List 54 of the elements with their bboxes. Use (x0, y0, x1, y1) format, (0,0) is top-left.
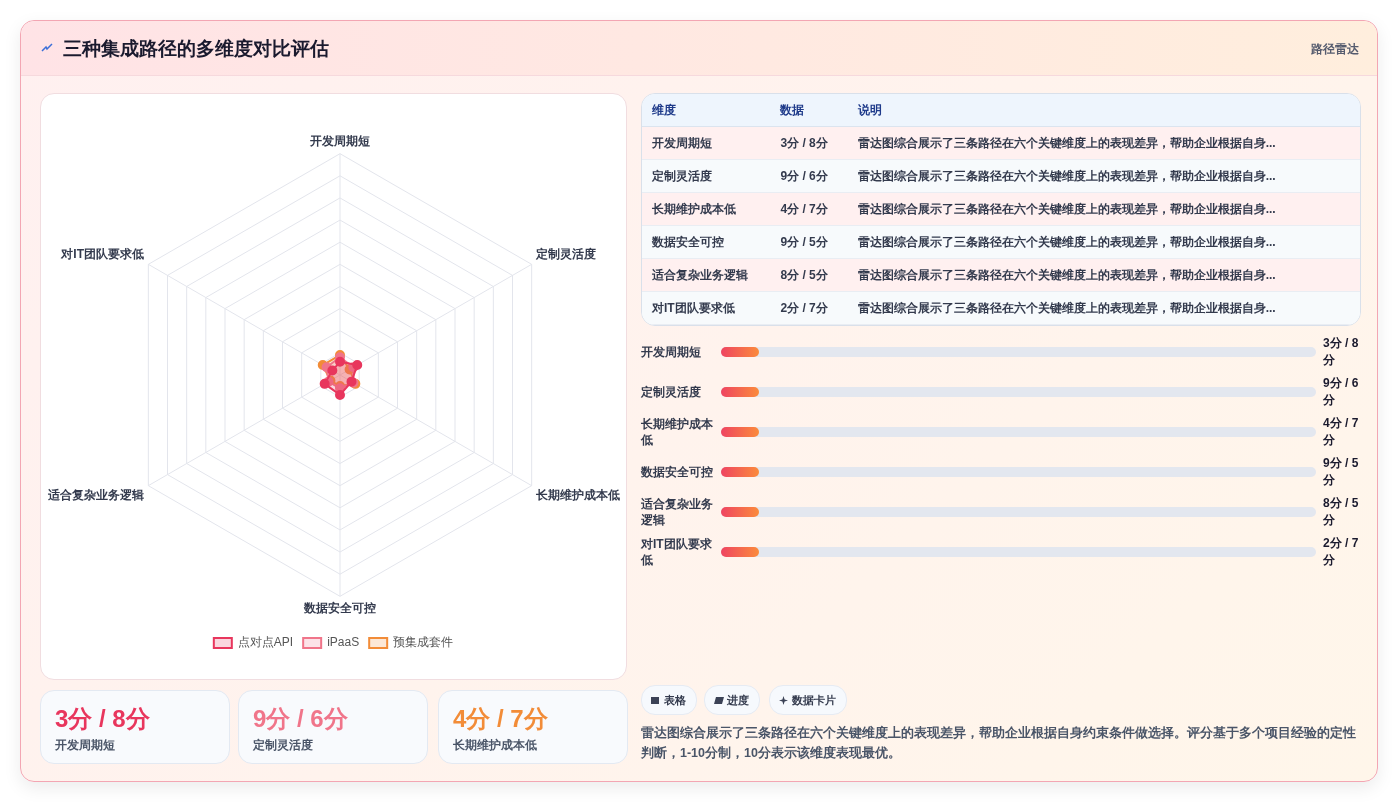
text: 表格 (664, 694, 686, 706)
category-label: 开发周期短 (641, 344, 702, 360)
text: 4分 / 7分 (453, 705, 548, 732)
category-label: 定制灵活度 (652, 168, 712, 183)
category-label: 开发周期短 (652, 135, 712, 150)
text: 8分 / 5分 (1323, 496, 1359, 527)
category-label: 适合复杂业务逻辑 (652, 267, 748, 282)
spoke-label: 长期维护成本低 (535, 487, 620, 502)
text: 3分 / 8分 (55, 705, 150, 732)
text: 进度 (727, 694, 749, 706)
text: 雷达图综合展示了三条路径在六个关键维度上的表现差异，帮助企业根据自身... (857, 135, 1276, 150)
category-label: 长期维护成本低 (652, 201, 736, 216)
text: 9分 / 5分 (780, 234, 828, 249)
text: 2分 / 7分 (1323, 536, 1359, 567)
text: 3分 / 8分 (780, 135, 828, 150)
legend-label: iPaaS (327, 635, 360, 650)
category-label: 对IT团队要求低 (652, 300, 735, 315)
category-label: 维度 (642, 94, 771, 127)
text: 雷达图综合展示了三条路径在六个关键维度上的表现差异，帮助企业根据自身... (857, 267, 1276, 282)
category-label: 长期维护成本低 (453, 737, 537, 754)
legend-label: 点对点API (237, 635, 294, 650)
text: 8分 / 5分 (780, 267, 828, 282)
category-label: 数据 (770, 94, 848, 127)
text: 雷达图综合展示了三条路径在六个关键维度上的表现差异，帮助企业根据自身... (857, 234, 1276, 249)
spoke-label: 对IT团队要求低 (60, 246, 144, 261)
category-label: 数据安全可控 (641, 464, 714, 480)
legend-label: 预集成套件 (393, 635, 454, 650)
category-label: 说明 (847, 94, 1360, 127)
text: 雷达图综合展示了三条路径在六个关键维度上的表现差异，帮助企业根据自身约束条件做选择。评分基于多个项目经验的定性判断，1-10分制，10分表示该维度表现最优。 (641, 724, 1357, 762)
category-label: 开发周期短 (55, 737, 115, 754)
category-label: 对IT团队要求低 (641, 536, 713, 568)
text: 2分 / 7分 (780, 300, 828, 315)
text: 雷达图综合展示了三条路径在六个关键维度上的表现差异，帮助企业根据自身... (857, 300, 1276, 315)
spoke-label: 适合复杂业务逻辑 (47, 487, 144, 502)
category-label: 数据安全可控 (652, 234, 724, 249)
text: 三种集成路径的多维度对比评估 (63, 37, 329, 61)
text: 数据卡片 (792, 694, 836, 706)
text: 雷达图综合展示了三条路径在六个关键维度上的表现差异，帮助企业根据自身... (857, 168, 1276, 183)
text: 雷达图综合展示了三条路径在六个关键维度上的表现差异，帮助企业根据自身... (857, 201, 1276, 216)
text: 4分 / 7分 (1323, 416, 1359, 447)
spoke-label: 定制灵活度 (535, 246, 596, 261)
text: 9分 / 6分 (1323, 376, 1359, 407)
category-label: 适合复杂业务逻辑 (641, 496, 714, 528)
text: 路径雷达 (1311, 41, 1359, 58)
text: 9分 / 5分 (1323, 456, 1359, 487)
category-label: 定制灵活度 (253, 737, 313, 754)
spoke-label: 数据安全可控 (303, 600, 376, 615)
text: 4分 / 7分 (780, 201, 828, 216)
category-label: 长期维护成本低 (641, 416, 714, 448)
text: 9分 / 6分 (780, 168, 828, 183)
text: 9分 / 6分 (253, 705, 348, 732)
text: 3分 / 8分 (1323, 336, 1359, 367)
category-label: 定制灵活度 (641, 384, 702, 400)
spoke-label: 开发周期短 (309, 133, 370, 148)
